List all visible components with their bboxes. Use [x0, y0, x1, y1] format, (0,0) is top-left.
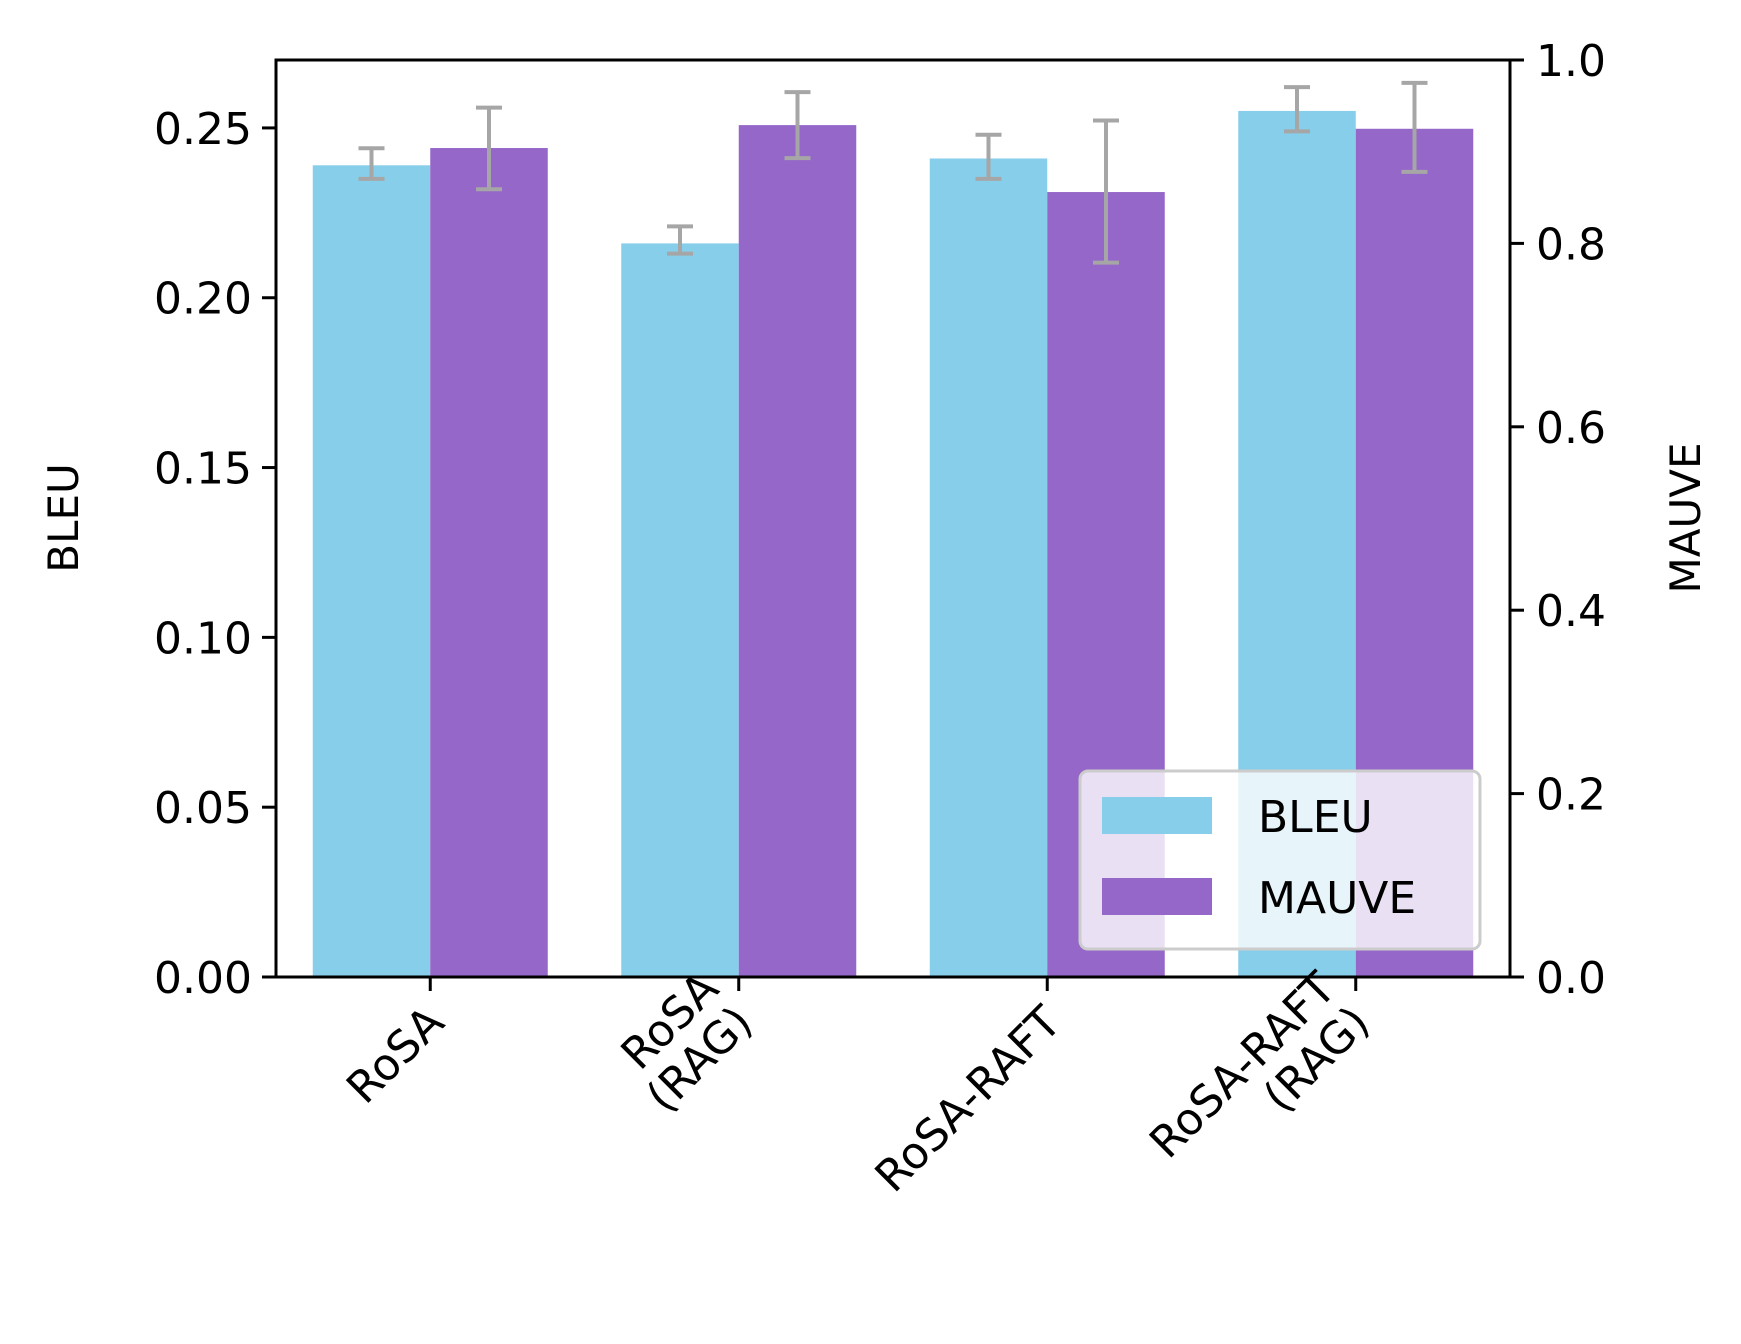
x-tick-label: RoSA-RAFT	[866, 997, 1072, 1203]
bar-mauve-1	[738, 125, 857, 978]
bar-bleu-0	[312, 165, 431, 978]
error-bar-mauve-0	[476, 105, 502, 192]
legend-swatch-bleu	[1102, 797, 1212, 834]
error-bar-bleu-3	[1284, 85, 1310, 134]
y-tick-label-left: 0.15	[154, 444, 252, 495]
y-tick-label-right: 0.6	[1536, 403, 1606, 454]
y-tick-label-right: 0.0	[1536, 953, 1606, 1004]
legend-label-mauve: MAUVE	[1258, 873, 1416, 924]
error-bar-bleu-0	[358, 146, 385, 181]
error-bar-mauve-3	[1401, 80, 1428, 174]
x-tick-label: RoSA	[337, 997, 454, 1114]
error-bar-bleu-1	[667, 224, 693, 256]
legend-label-bleu: BLEU	[1258, 792, 1373, 843]
legend-swatch-mauve	[1102, 878, 1212, 915]
y-tick-label-left: 0.05	[154, 783, 252, 834]
y-tick-label-left: 0.00	[154, 953, 252, 1004]
x-tick-label: RoSA-RAFT(RAG)	[1140, 963, 1379, 1202]
x-tick-label-line: RoSA-RAFT	[866, 997, 1072, 1203]
bar-bleu-2	[929, 158, 1048, 977]
y-axis-label-left: BLEU	[39, 463, 88, 573]
y-axis-label-right: MAUVE	[1661, 443, 1710, 594]
legend: BLEU MAUVE	[1078, 769, 1482, 951]
bar-mauve-0	[430, 148, 548, 978]
y-tick-label-left: 0.25	[154, 104, 252, 155]
y-tick-label-right: 0.2	[1536, 770, 1606, 821]
y-tick-label-left: 0.20	[154, 274, 252, 325]
y-tick-label-right: 1.0	[1536, 36, 1606, 87]
error-bar-bleu-2	[975, 132, 1002, 181]
y-tick-label-right: 0.4	[1536, 586, 1606, 637]
y-tick-label-left: 0.10	[154, 613, 252, 664]
error-bar-mauve-2	[1093, 118, 1119, 265]
y-tick-label-right: 0.8	[1536, 219, 1606, 270]
plot-frame	[274, 58, 1512, 979]
x-tick-label-line: RoSA	[337, 997, 454, 1114]
error-bar-mauve-1	[784, 90, 811, 161]
bar-bleu-1	[621, 243, 739, 977]
